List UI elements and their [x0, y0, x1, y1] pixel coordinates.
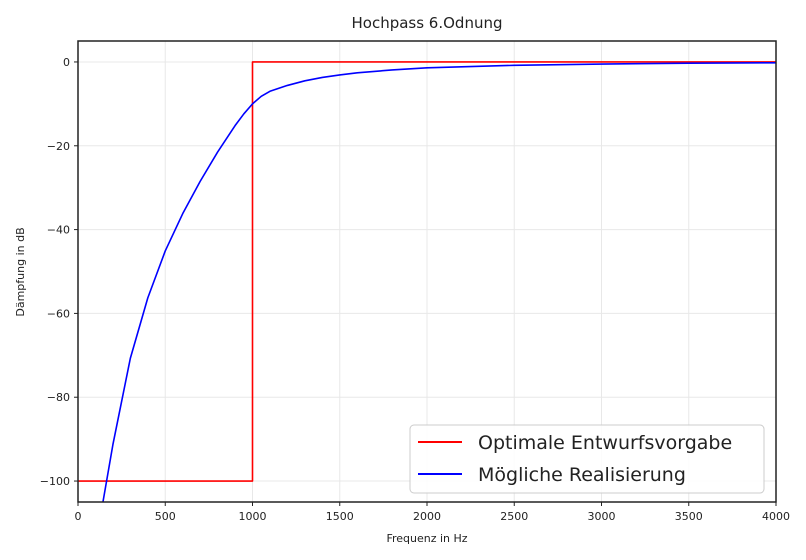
legend: Optimale Entwurfsvorgabe Mögliche Realis…	[409, 424, 765, 494]
axis-ticks: 0 500 1000 1500 2000 2500 3000 3500 4000 0 −20 −40 −…	[40, 56, 790, 523]
x-tick-label: 4000	[762, 510, 790, 523]
x-tick-label: 3500	[675, 510, 703, 523]
y-tick-label: −80	[47, 391, 70, 404]
x-tick-label: 1500	[326, 510, 354, 523]
x-tick-label: 500	[155, 510, 176, 523]
y-tick-label: 0	[63, 56, 70, 69]
series-line-moegliche-realisierung	[102, 61, 776, 502]
chart-title: Hochpass 6.Odnung	[351, 14, 502, 32]
x-tick-label: 2500	[500, 510, 528, 523]
legend-label-realisierung: Mögliche Realisierung	[478, 464, 686, 486]
series-line-optimale-entwurfsvorgabe	[78, 61, 776, 482]
y-tick-label: −100	[40, 475, 70, 488]
x-tick-label: 3000	[588, 510, 616, 523]
legend-box	[409, 424, 765, 494]
plot-series	[78, 61, 776, 502]
y-tick-label: −60	[47, 307, 70, 320]
x-tick-label: 0	[75, 510, 82, 523]
y-tick-label: −20	[47, 140, 70, 153]
y-tick-label: −40	[47, 224, 70, 237]
x-tick-label: 2000	[413, 510, 441, 523]
x-tick-label: 1000	[239, 510, 267, 523]
x-axis-label: Frequenz in Hz	[386, 532, 467, 545]
y-axis-label: Dämpfung in dB	[14, 227, 27, 316]
legend-label-optimale: Optimale Entwurfsvorgabe	[478, 432, 732, 454]
